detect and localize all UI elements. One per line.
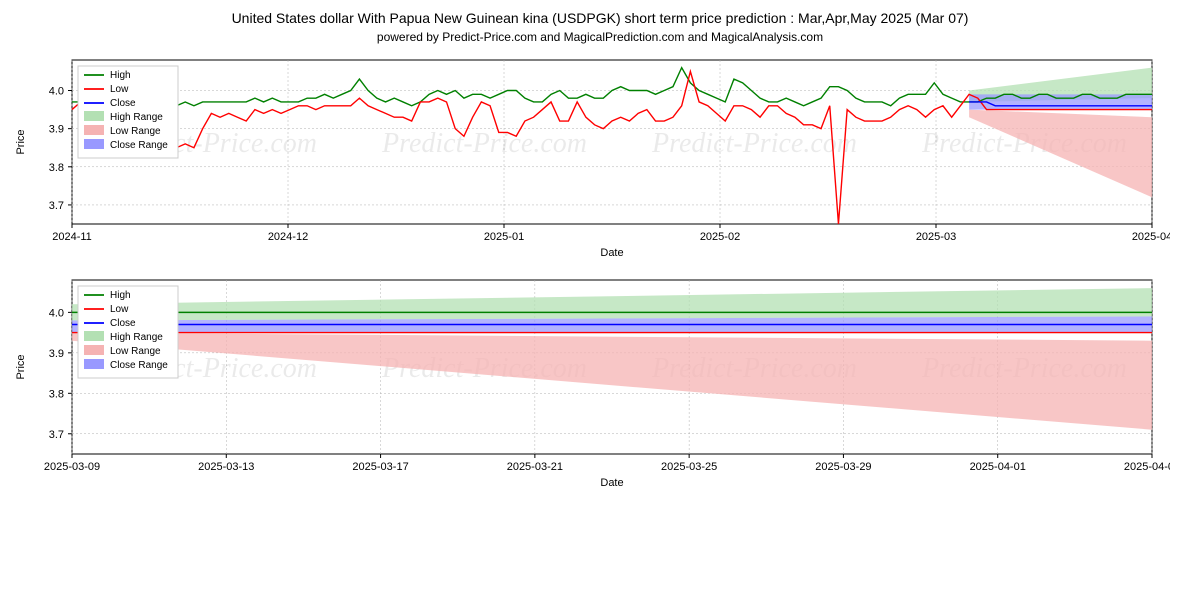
chart-title: United States dollar With Papua New Guin… (10, 10, 1190, 26)
svg-text:High Range: High Range (110, 332, 163, 343)
svg-text:Close: Close (110, 98, 136, 109)
chart-1-svg: 3.7 3.8 3.9 4.0 2024-11 2024-12 2025-01 2025-02… (10, 52, 1170, 262)
svg-text:2025-04-05: 2025-04-05 (1124, 461, 1170, 473)
svg-text:3.8: 3.8 (49, 388, 64, 400)
chart-2-svg: 3.7 3.8 3.9 4.0 2025-03-09 2025-03-13 2025-03-… (10, 272, 1170, 492)
svg-text:Low: Low (110, 304, 129, 315)
svg-text:2025-03-29: 2025-03-29 (815, 461, 871, 473)
svg-text:2025-03-17: 2025-03-17 (352, 461, 408, 473)
svg-text:Predict-Price.com: Predict-Price.com (651, 128, 857, 159)
svg-text:Close: Close (110, 318, 136, 329)
svg-text:2025-04: 2025-04 (1132, 231, 1170, 243)
svg-text:3.9: 3.9 (49, 124, 64, 136)
svg-text:2025-01: 2025-01 (484, 231, 524, 243)
svg-text:3.9: 3.9 (49, 348, 64, 360)
svg-text:2025-03-13: 2025-03-13 (198, 461, 254, 473)
svg-text:Low: Low (110, 84, 129, 95)
svg-text:2024-12: 2024-12 (268, 231, 308, 243)
svg-text:4.0: 4.0 (49, 307, 64, 319)
svg-text:3.8: 3.8 (49, 162, 64, 174)
svg-text:2025-03-21: 2025-03-21 (507, 461, 563, 473)
svg-text:Predict-Price.com: Predict-Price.com (381, 128, 587, 159)
svg-text:High: High (110, 290, 131, 301)
svg-text:Close Range: Close Range (110, 360, 168, 371)
chart-1-container: 3.7 3.8 3.9 4.0 2024-11 2024-12 2025-01 2025-02… (10, 52, 1190, 262)
svg-text:Price: Price (15, 129, 27, 154)
svg-text:2025-02: 2025-02 (700, 231, 740, 243)
svg-text:High: High (110, 70, 131, 81)
svg-text:High Range: High Range (110, 112, 163, 123)
chart-2-container: 3.7 3.8 3.9 4.0 2025-03-09 2025-03-13 2025-03-… (10, 272, 1190, 492)
svg-text:2025-03-09: 2025-03-09 (44, 461, 100, 473)
svg-text:Low Range: Low Range (110, 126, 161, 137)
chart-subtitle: powered by Predict-Price.com and Magical… (10, 30, 1190, 44)
svg-text:2025-04-01: 2025-04-01 (970, 461, 1026, 473)
svg-text:2024-11: 2024-11 (52, 231, 92, 243)
svg-text:3.7: 3.7 (49, 429, 64, 441)
svg-text:Price: Price (15, 354, 27, 379)
svg-text:2025-03-25: 2025-03-25 (661, 461, 717, 473)
svg-text:2025-03: 2025-03 (916, 231, 956, 243)
svg-text:4.0: 4.0 (49, 86, 64, 98)
svg-text:Close Range: Close Range (110, 140, 168, 151)
svg-text:Date: Date (600, 477, 623, 489)
svg-text:3.7: 3.7 (49, 200, 64, 212)
svg-text:Low Range: Low Range (110, 346, 161, 357)
svg-text:Date: Date (600, 247, 623, 259)
